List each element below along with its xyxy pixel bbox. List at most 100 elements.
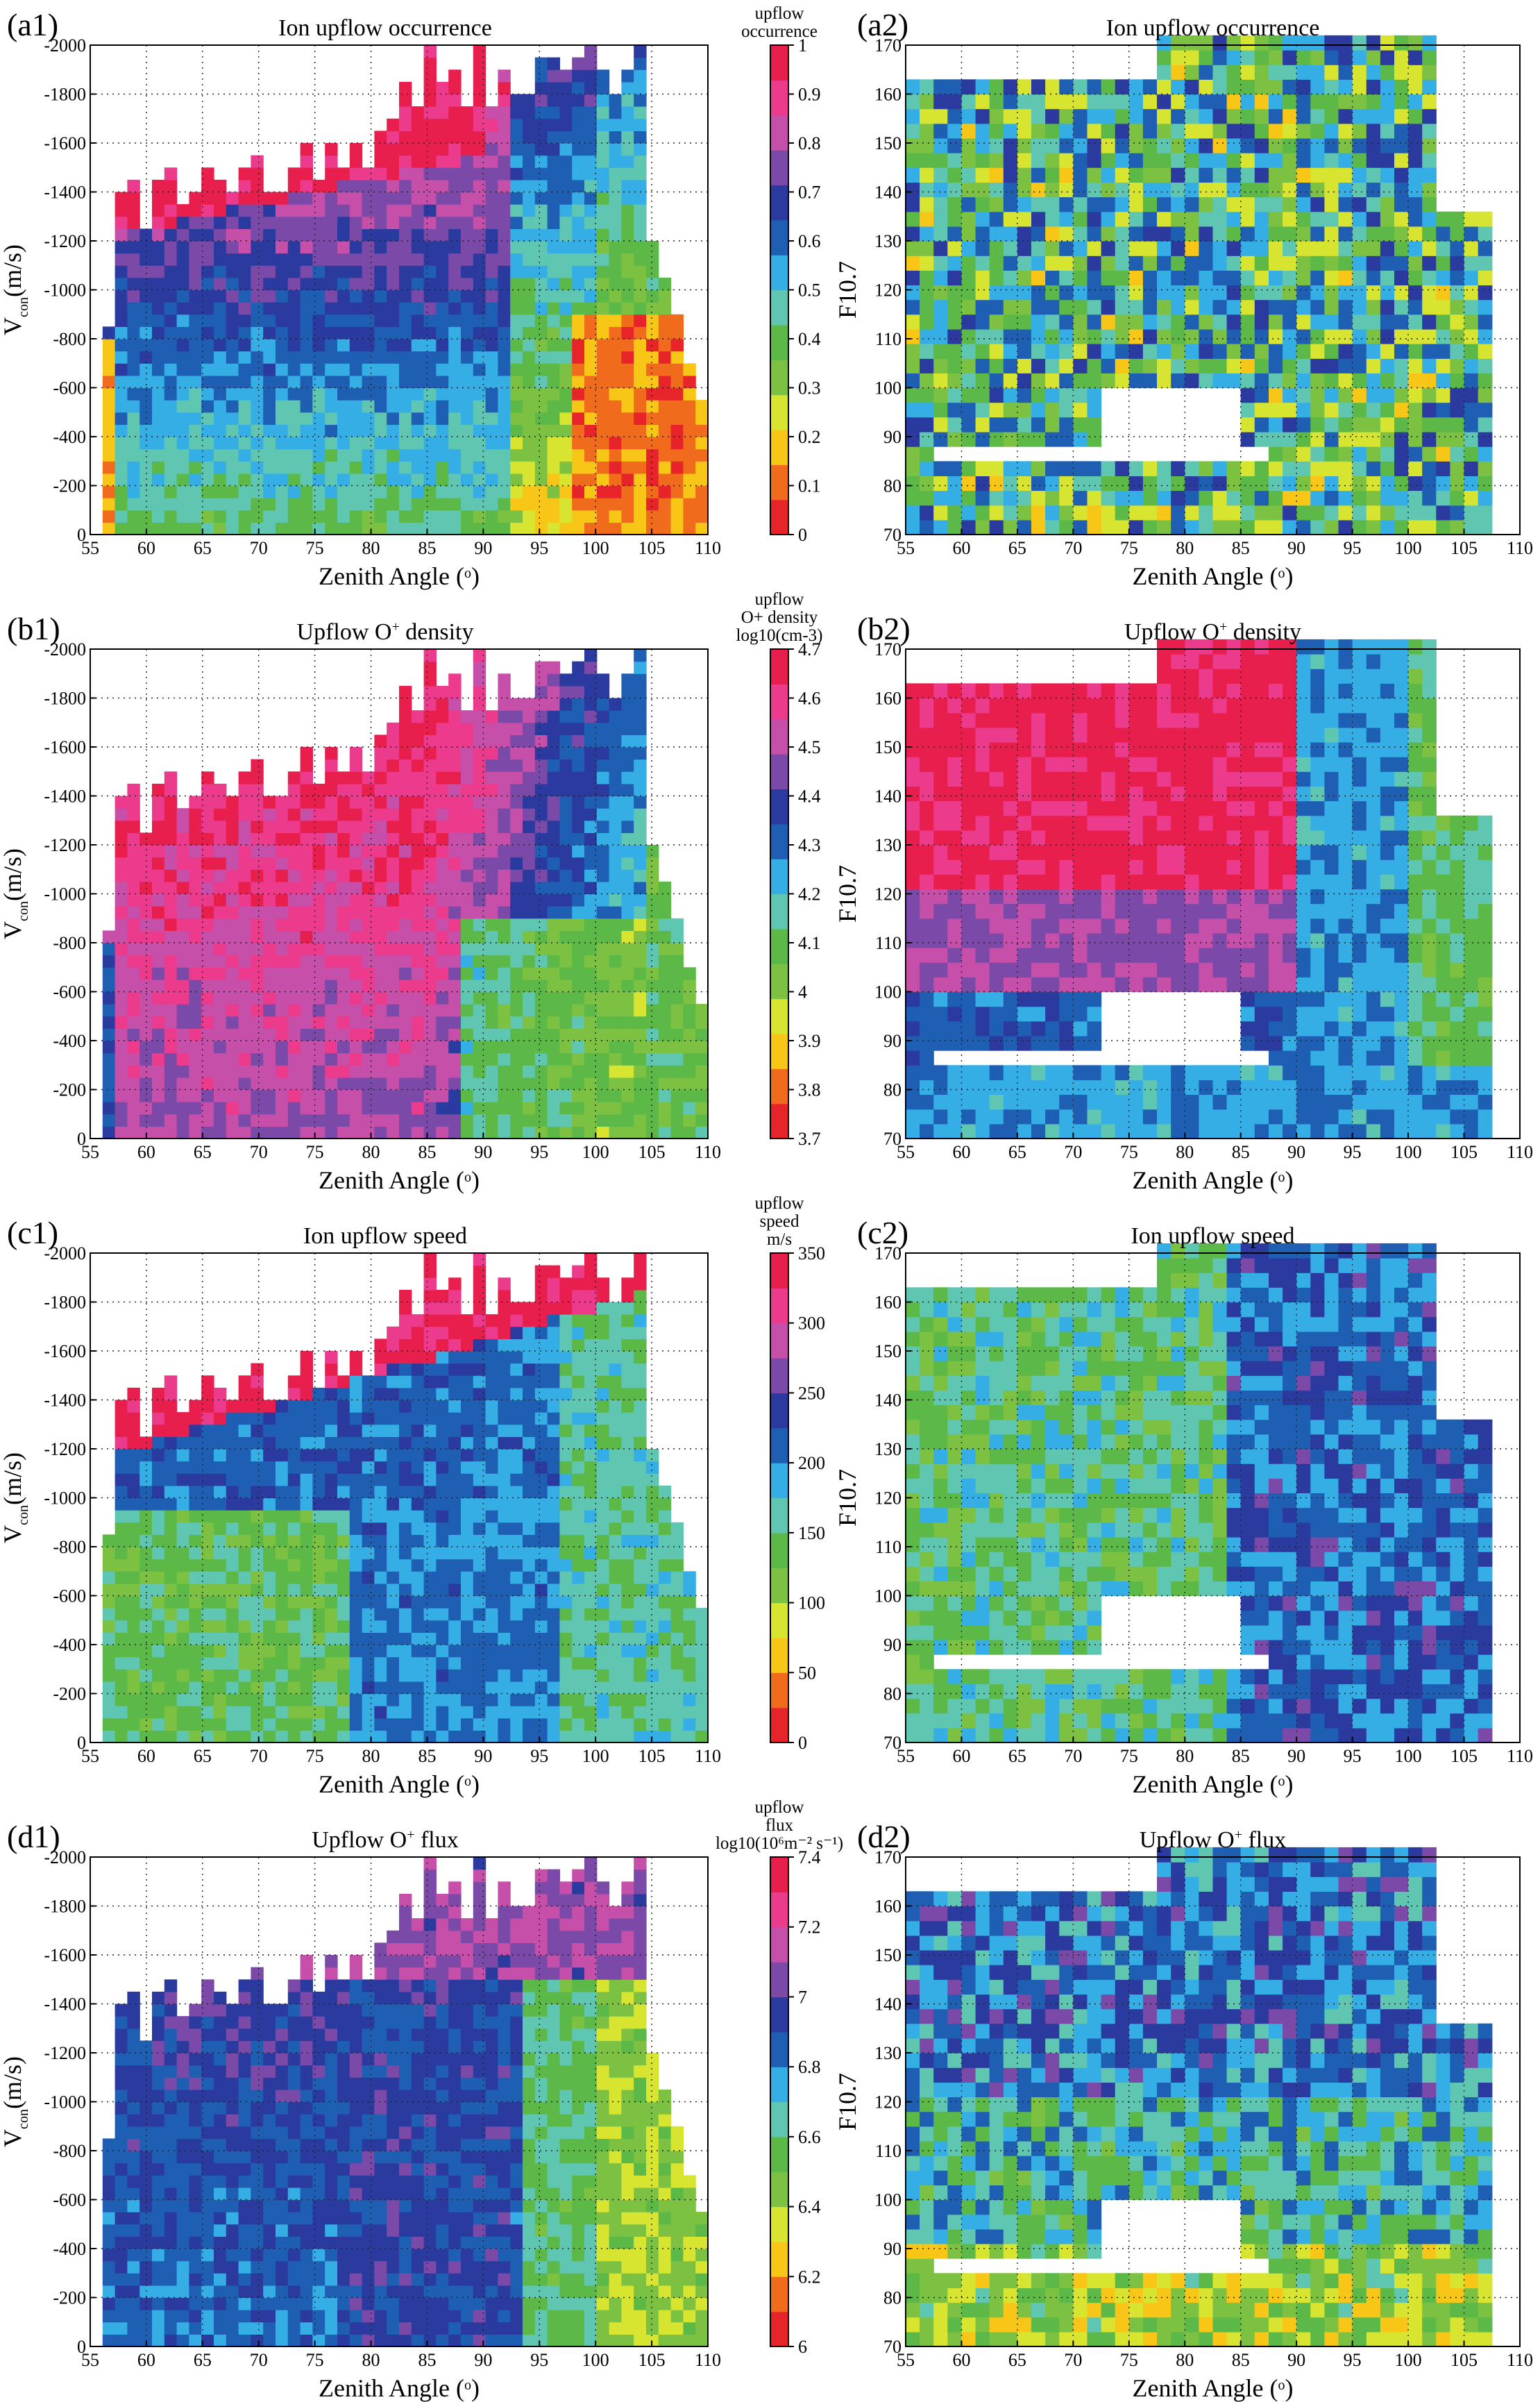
heatmap-cell [337,991,350,1005]
heatmap-cell [1017,757,1032,772]
heatmap-cell [609,1028,622,1041]
heatmap-cell [1115,211,1130,227]
heatmap-cell [102,1016,116,1029]
heatmap-cell [1408,108,1423,124]
heatmap-cell [1478,417,1493,432]
heatmap-cell [989,270,1004,286]
heatmap-cell [584,796,598,809]
heatmap-cell [609,118,622,131]
heatmap-cell [1380,417,1395,432]
heatmap-cell [448,461,462,474]
heatmap-cell [349,783,363,797]
x-tick-label: 95 [530,1142,548,1162]
heatmap-cell [1045,815,1060,831]
heatmap-cell [300,759,313,772]
heatmap-cell [975,727,990,743]
heatmap-cell [933,1036,948,1051]
heatmap-cell [1338,358,1353,373]
heatmap-cell [933,845,948,860]
heatmap-cell [461,832,474,846]
heatmap-cell [276,387,289,401]
heatmap-cell [448,289,462,303]
heatmap-cell [547,131,560,144]
heatmap-cell [989,255,1004,271]
colorbar-tick-label: 0.6 [798,231,821,251]
heatmap-cell [658,510,672,523]
heatmap-cell [115,820,128,833]
heatmap-cell [411,857,425,870]
heatmap-cell [362,326,375,339]
heatmap-cell [448,143,462,156]
heatmap-cell [1408,417,1423,432]
heatmap-cell [933,387,948,403]
heatmap-cell [1171,79,1185,95]
heatmap-cell [115,967,128,980]
heatmap-cell [1171,137,1185,153]
colorbar-tick-label: 0.4 [798,329,821,349]
heatmap-cell [164,265,178,278]
heatmap-cell [337,179,350,193]
heatmap-cell [920,859,934,875]
heatmap-cell [473,881,486,895]
heatmap-cell [1422,402,1437,418]
heatmap-cell [349,832,363,846]
heatmap-cell [251,1004,264,1017]
heatmap-cell [115,192,128,205]
heatmap-cell [920,387,934,403]
heatmap-cell [436,461,449,474]
heatmap-cell [485,461,498,474]
heatmap-cell [510,1028,523,1041]
heatmap-cell [534,437,548,450]
y-axis-label: F10.7 [834,261,861,319]
heatmap-cell [1115,461,1130,476]
heatmap-cell [1059,1065,1074,1081]
heatmap-cell [920,344,934,359]
heatmap-cell [646,1126,659,1139]
heatmap-cell [436,734,449,748]
heatmap-cell [1059,108,1074,124]
heatmap-cell [349,967,363,980]
heatmap-cell [559,363,573,376]
heatmap-cell [387,510,400,523]
heatmap-cell [1171,373,1185,389]
heatmap-cell [933,432,948,447]
heatmap-cell [115,228,128,242]
heatmap-cell [947,226,962,242]
heatmap-cell [312,253,325,266]
heatmap-cell [337,808,350,821]
heatmap-cell [1087,137,1102,153]
heatmap-cell [1059,889,1074,905]
heatmap-cell [559,698,573,711]
heatmap-cell [961,918,976,934]
heatmap-cell [287,510,301,523]
y-tick-label: 70 [883,525,902,545]
heatmap-cell [325,437,338,450]
heatmap-cell [312,857,325,870]
heatmap-cell [634,106,647,119]
heatmap-cell [276,1126,289,1139]
heatmap-cell [337,289,350,303]
heatmap-cell [102,448,116,462]
heatmap-cell [634,277,647,291]
heatmap-cell [1212,490,1228,506]
heatmap-cell [214,485,227,498]
heatmap-cell [498,179,511,193]
heatmap-cell [658,302,672,315]
heatmap-cell [164,412,178,425]
heatmap-cell [572,473,585,487]
heatmap-cell [1324,328,1339,344]
heatmap-cell [325,820,338,833]
heatmap-cell [1478,402,1493,418]
y-tick-label: 160 [874,85,902,105]
heatmap-cell [461,881,474,895]
heatmap-cell [510,1102,523,1115]
heatmap-cell [1031,874,1046,890]
heatmap-cell [1436,373,1450,389]
heatmap-cell [584,722,598,735]
heatmap-cell [102,1065,116,1078]
heatmap-cell [961,815,976,831]
heatmap-cell [411,437,425,450]
heatmap-cell [251,510,264,523]
heatmap-cell [1380,402,1395,418]
heatmap-cell [1087,255,1102,271]
